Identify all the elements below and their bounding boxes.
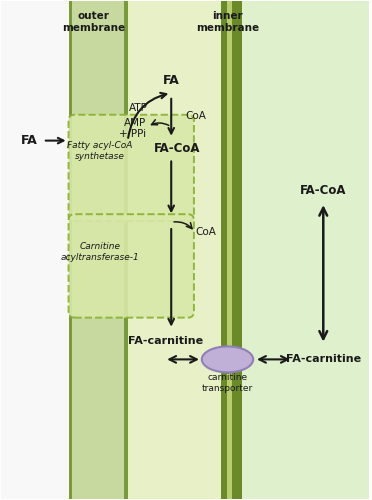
Bar [68, 2, 128, 498]
Bar [128, 2, 221, 498]
Text: FA-carnitine: FA-carnitine [286, 354, 361, 364]
Bar [232, 2, 242, 498]
Text: AMP
+ PPi: AMP + PPi [119, 118, 147, 140]
Text: Fatty acyl-CoA
synthetase: Fatty acyl-CoA synthetase [67, 140, 133, 160]
Bar [242, 2, 369, 498]
Bar [124, 2, 128, 498]
Text: FA: FA [21, 134, 38, 147]
Bar [1, 2, 68, 498]
Bar [227, 2, 236, 498]
Text: ATP: ATP [129, 103, 148, 113]
Bar [221, 2, 242, 498]
Text: carnitine
transporter: carnitine transporter [202, 374, 253, 392]
Text: FA-CoA: FA-CoA [154, 142, 201, 155]
Text: FA-carnitine: FA-carnitine [128, 336, 203, 346]
FancyBboxPatch shape [68, 115, 194, 221]
Text: Carnitine
acyltransferase-1: Carnitine acyltransferase-1 [61, 242, 140, 262]
FancyBboxPatch shape [68, 214, 194, 318]
Text: FA-CoA: FA-CoA [300, 184, 347, 197]
Text: outer
membrane: outer membrane [62, 12, 125, 33]
Ellipse shape [202, 346, 253, 372]
Text: CoA: CoA [185, 111, 206, 120]
Bar [68, 2, 73, 498]
Text: FA: FA [163, 74, 180, 88]
Text: CoA: CoA [195, 227, 216, 237]
Text: inner
membrane: inner membrane [196, 12, 259, 33]
